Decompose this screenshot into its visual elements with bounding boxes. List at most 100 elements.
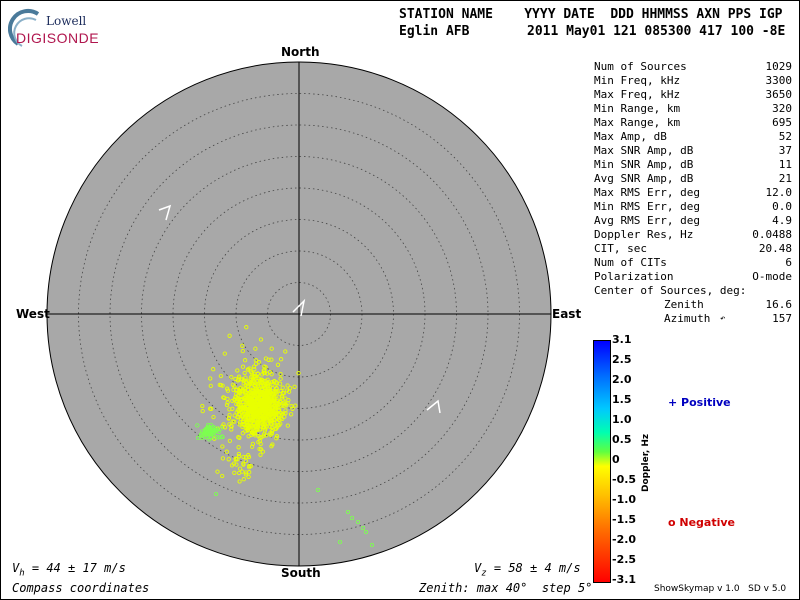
source-point: [261, 368, 266, 373]
source-point: [200, 408, 205, 414]
colorbar-tick-label: 0: [612, 453, 620, 466]
source-point: [272, 400, 277, 405]
source-point: [262, 370, 268, 375]
source-point: [289, 404, 294, 409]
source-point: [234, 462, 239, 467]
source-point: [262, 431, 267, 437]
source-point: [275, 362, 281, 367]
stats-label: Avg SNR Amp, dB: [594, 172, 694, 185]
azimuth-value: 157: [772, 312, 792, 325]
source-point: [240, 377, 245, 382]
source-point: [198, 432, 203, 437]
source-point: [269, 419, 274, 424]
source-point: [252, 404, 257, 410]
source-point: [234, 401, 239, 407]
vz-symbol: V: [474, 561, 482, 575]
source-point: [256, 360, 262, 365]
stats-row: Polarization O-mode: [594, 270, 792, 284]
wind-arrow-se-icon: [426, 399, 441, 414]
colorbar-tick-label: -2.0: [612, 533, 637, 546]
source-point: [240, 431, 245, 436]
source-point: [216, 429, 221, 435]
stats-row-center: Center of Sources, deg:: [594, 284, 792, 298]
source-point: [240, 408, 245, 413]
source-point: [265, 382, 271, 387]
source-point: [237, 422, 242, 427]
source-point: [264, 394, 269, 400]
stats-value: 6: [785, 256, 792, 269]
source-point: [222, 425, 228, 430]
source-point: [315, 487, 321, 493]
source-point: [204, 426, 210, 431]
source-point: [231, 461, 237, 466]
source-point: [226, 416, 231, 421]
source-point: [239, 391, 244, 396]
source-point: [218, 426, 223, 431]
software-version: ShowSkymap v 1.0 SD v 5.0: [654, 584, 787, 594]
source-point: [237, 479, 242, 484]
source-point: [224, 449, 229, 454]
source-point: [259, 380, 264, 385]
header-values: 2011 May01 121 085300 417 100 -8E: [527, 24, 786, 39]
stats-label: Max Amp, dB: [594, 130, 667, 143]
stats-value: 20.48: [758, 242, 792, 255]
source-point: [277, 381, 283, 386]
source-point: [251, 364, 257, 369]
colorbar-tick-label: 0.5: [612, 433, 632, 446]
stats-row: Min Range, km 320: [594, 102, 792, 116]
stats-label: Max Range, km: [594, 116, 681, 129]
stats-value: 52: [778, 130, 792, 143]
stats-value: 37: [778, 144, 792, 157]
stats-label: Polarization: [594, 270, 674, 283]
source-point: [268, 421, 274, 426]
source-point: [260, 391, 265, 397]
source-point: [265, 377, 270, 382]
source-point: [232, 419, 237, 424]
source-point: [212, 434, 217, 439]
source-point: [230, 419, 235, 424]
source-point: [222, 395, 227, 400]
source-point: [292, 384, 297, 389]
source-point: [237, 404, 242, 409]
stats-label: Avg RMS Err, deg: [594, 214, 700, 227]
vh-value: = 44 ± 17 m/s: [24, 561, 126, 575]
stats-row: Max Amp, dB 52: [594, 130, 792, 144]
source-point: [241, 462, 246, 467]
doppler-colorbar: [593, 340, 611, 583]
source-point: [200, 403, 205, 409]
source-point: [245, 393, 250, 398]
source-point: [236, 376, 241, 381]
source-point: [269, 357, 274, 362]
source-point: [243, 458, 249, 464]
source-point: [258, 427, 263, 432]
source-point: [225, 386, 230, 391]
source-point: [224, 402, 230, 408]
source-point: [269, 425, 275, 430]
wind-arrow-nw-icon: [158, 204, 172, 221]
source-point: [236, 454, 242, 459]
horizontal-velocity: Vh = 44 ± 17 m/s: [12, 561, 126, 578]
direction-east: East: [552, 307, 582, 321]
stats-value: 3300: [765, 74, 793, 87]
source-point: [243, 472, 249, 477]
stats-row: Max Freq, kHz 3650: [594, 88, 792, 102]
source-point: [211, 367, 216, 372]
source-point: [226, 457, 231, 462]
source-point: [293, 403, 298, 408]
source-point: [255, 371, 260, 376]
stats-label: Max Freq, kHz: [594, 88, 681, 101]
source-point: [208, 422, 214, 428]
vh-symbol: V: [12, 561, 20, 575]
source-point: [266, 393, 271, 399]
source-point: [246, 434, 251, 439]
source-point: [244, 390, 249, 396]
stats-label: Min Freq, kHz: [594, 74, 681, 87]
colorbar-tick-label: 2.0: [612, 373, 632, 386]
source-point: [232, 397, 237, 403]
source-point: [233, 457, 238, 462]
source-point: [280, 401, 285, 406]
source-point: [207, 425, 212, 430]
source-point: [283, 396, 288, 401]
source-point: [243, 428, 248, 434]
